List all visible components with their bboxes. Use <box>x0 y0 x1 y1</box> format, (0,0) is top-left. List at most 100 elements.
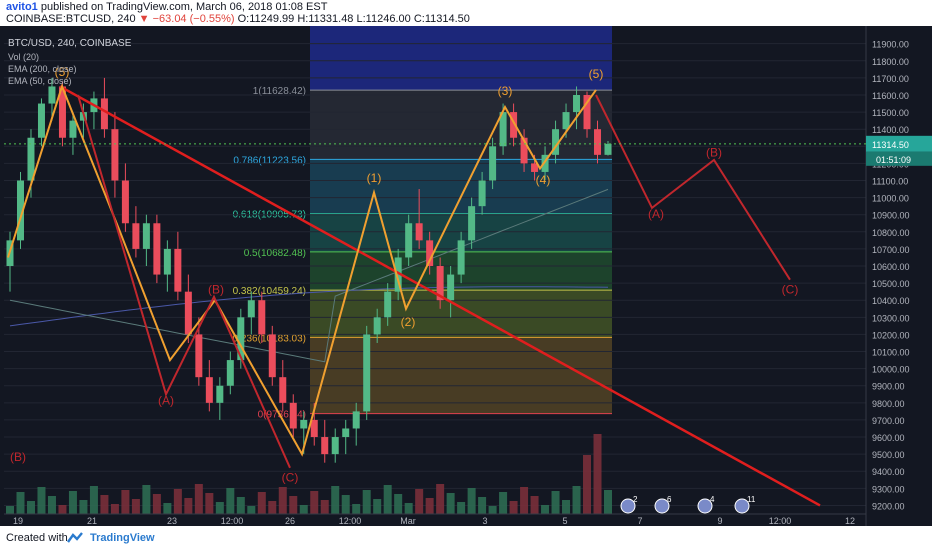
volume-bar <box>257 492 266 514</box>
candle-body <box>573 94 581 113</box>
candle-body <box>373 317 381 335</box>
volume-bar <box>26 501 35 514</box>
volume-bar <box>320 500 329 514</box>
wave-label: (2) <box>401 315 416 329</box>
candle-body <box>447 274 455 301</box>
candle-body <box>268 334 276 378</box>
candle-body <box>279 377 287 403</box>
tradingview-brand[interactable]: TradingView <box>90 532 155 544</box>
event-badge-icon <box>620 498 636 514</box>
corrective-label: (B) <box>208 282 224 296</box>
candle-body <box>216 385 224 403</box>
y-tick-label: 11100.00 <box>872 177 908 187</box>
volume-bar <box>446 493 455 514</box>
corrective-label: (A) <box>158 394 174 408</box>
candle-body <box>331 437 339 455</box>
wave-label: (4) <box>536 173 551 187</box>
y-tick-label: 9200.00 <box>872 501 905 511</box>
volume-bar <box>205 493 214 514</box>
fib-level-label: 1(11628.42) <box>253 86 306 97</box>
symbol-label: COINBASE:BTCUSD, 240 <box>6 13 136 25</box>
volume-bar <box>331 486 340 514</box>
candle-body <box>531 163 539 172</box>
volume-bar <box>215 502 224 514</box>
tradingview-logo-icon[interactable] <box>66 530 84 546</box>
open-value: O:11249.99 <box>237 13 295 25</box>
y-tick-label: 9800.00 <box>872 399 905 409</box>
chart-area[interactable]: 1(11628.42) 0.786(11223.56) 0.618(10905.73… <box>0 26 932 526</box>
publish-header: avito1 published on TradingView.com, Mar… <box>0 0 932 26</box>
x-tick-label: 23 <box>167 516 177 526</box>
y-tick-label: 9900.00 <box>872 382 905 392</box>
candle-body <box>289 402 297 429</box>
candle-body <box>27 137 35 181</box>
x-tick-label: 26 <box>285 516 295 526</box>
fib-zone <box>310 290 612 338</box>
y-tick-label: 10100.00 <box>872 348 910 358</box>
countdown-tag <box>866 151 932 166</box>
chart-title: BTC/USD, 240, COINBASE <box>8 38 132 49</box>
y-tick-label: 9400.00 <box>872 467 905 477</box>
ema-200-line <box>9 286 609 327</box>
fib-level-label: 0.382(10459.24) <box>233 286 306 297</box>
candle-body <box>205 377 213 403</box>
candle-body <box>258 300 266 335</box>
corrective-label: (B) <box>706 146 722 160</box>
volume-bar <box>404 503 413 514</box>
candle-body <box>48 86 56 104</box>
volume-bar <box>509 501 518 514</box>
y-tick-label: 11500.00 <box>872 108 909 118</box>
wave-label: (5) <box>55 65 70 79</box>
candle-body <box>394 257 402 292</box>
event-badge-count: 6 <box>667 495 672 504</box>
candle-body <box>541 154 549 172</box>
candle-body <box>37 103 45 138</box>
candle-body <box>163 248 171 275</box>
candle-body <box>237 317 245 361</box>
volume-bar <box>89 486 98 514</box>
volume-bar <box>194 484 203 514</box>
change-label: ▼ −63.04 (−0.55%) <box>138 13 235 25</box>
corrective-label: (C) <box>282 471 299 485</box>
y-tick-label: 11000.00 <box>872 194 909 204</box>
event-badge-count: 2 <box>633 495 638 504</box>
y-tick-label: 9500.00 <box>872 450 905 460</box>
candle-body <box>100 98 108 130</box>
volume-bar <box>520 487 529 514</box>
volume-bar <box>68 491 77 514</box>
price-chart[interactable]: 1(11628.42) 0.786(11223.56) 0.618(10905.73… <box>0 26 932 526</box>
volume-bar <box>425 498 434 514</box>
y-tick-label: 9300.00 <box>872 484 905 494</box>
y-tick-label: 10200.00 <box>872 330 910 340</box>
price-axis-panel <box>866 26 932 526</box>
y-tick-label: 10900.00 <box>872 211 910 221</box>
candle-body <box>405 223 413 258</box>
x-tick-label: 9 <box>717 516 722 526</box>
corrective-label: (B) <box>10 450 26 464</box>
volume-bar <box>173 489 182 514</box>
x-tick-label: Mar <box>400 516 416 526</box>
author-name[interactable]: avito1 <box>6 1 38 13</box>
corrective-wave-line <box>77 94 291 469</box>
candle-body <box>583 94 591 130</box>
y-tick-label: 10300.00 <box>872 313 910 323</box>
volume-bar <box>562 500 571 514</box>
candle-body <box>300 419 308 429</box>
event-badge-icon <box>697 498 713 514</box>
fib-zone <box>310 337 612 414</box>
y-tick-label: 10000.00 <box>872 365 910 375</box>
candle-body <box>16 180 24 241</box>
volume-bar <box>394 494 403 514</box>
fib-level-label: 0.786(11223.56) <box>233 155 306 166</box>
fib-zone <box>310 159 612 214</box>
volume-bar <box>467 488 476 514</box>
volume-bar <box>6 506 14 514</box>
volume-bar <box>604 490 612 514</box>
candle-body <box>552 129 560 155</box>
volume-bar <box>593 434 602 514</box>
event-badge-count: 11 <box>747 495 756 504</box>
candle-body <box>510 112 518 138</box>
created-with-label: Created with <box>6 532 68 544</box>
symbol-line: COINBASE:BTCUSD, 240 ▼ −63.04 (−0.55%) O… <box>6 13 470 25</box>
volume-bar <box>47 496 56 514</box>
